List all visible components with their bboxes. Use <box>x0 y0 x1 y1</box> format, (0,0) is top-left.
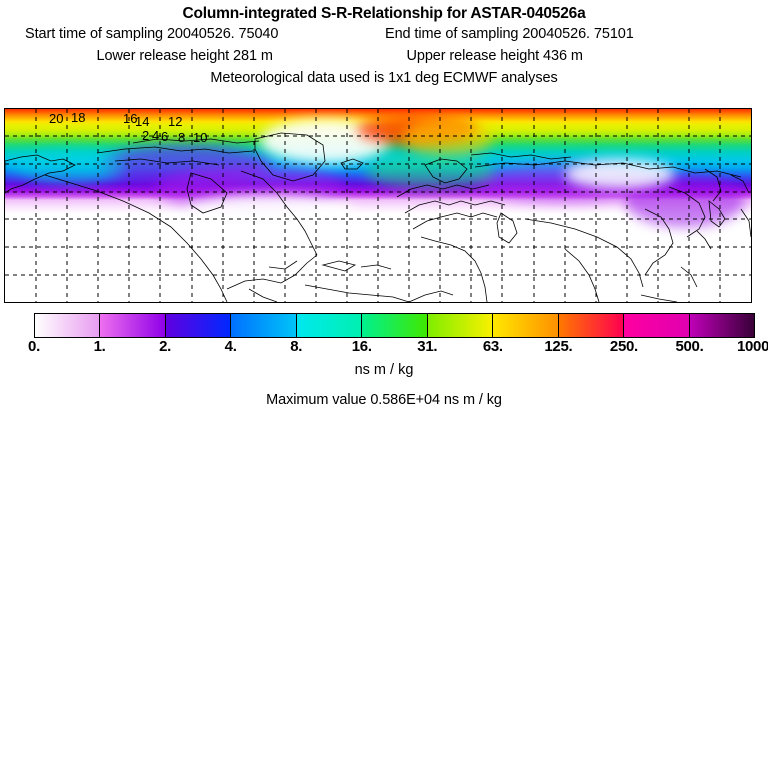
page-title: Column-integrated S-R-Relationship for A… <box>182 5 586 22</box>
colorbar-tick-label: 0. <box>28 338 40 355</box>
colorbar-tick-label: 250. <box>609 338 638 355</box>
start-time-label: Start time of sampling 20040526. 75040 <box>25 26 279 42</box>
release-height-row: Lower release height 281 m Upper release … <box>0 45 768 67</box>
colorbar-segment <box>231 314 297 337</box>
colorbar-unit-label: ns m / kg <box>354 362 414 378</box>
colorbar-tick-label: 16. <box>351 338 372 355</box>
colorbar-tick-label: 8. <box>290 338 303 355</box>
colorbar-segment <box>165 314 232 337</box>
met-data-label: Meteorological data used is 1x1 deg ECMW… <box>210 70 558 86</box>
colorbar <box>34 313 755 338</box>
colorbar-tick-label: 1. <box>93 338 106 355</box>
colorbar-segment <box>362 314 428 337</box>
colorbar-segment <box>624 314 690 337</box>
colorbar-segment <box>493 314 559 337</box>
colorbar-tick-label: 1000. <box>736 338 768 355</box>
trajectory-hour-label: 18 <box>71 110 86 125</box>
trajectory-hour-label: 12 <box>168 114 183 129</box>
trajectory-hour-label: 10 <box>193 130 208 145</box>
trajectory-hour-label: 2 <box>142 128 150 143</box>
trajectory-hour-label: 4 <box>152 128 160 143</box>
figure-header: Column-integrated S-R-Relationship for A… <box>0 0 768 89</box>
graticule-grid <box>5 109 751 302</box>
colorbar-segments <box>34 313 755 338</box>
colorbar-segment <box>558 314 625 337</box>
trajectory-hour-label: 16 <box>123 111 138 126</box>
colorbar-tick-label: 500. <box>675 338 704 355</box>
colorbar-segment <box>100 314 166 337</box>
upper-release-height-label: Upper release height 436 m <box>406 48 583 64</box>
lower-release-height-label: Lower release height 281 m <box>96 48 273 64</box>
colorbar-segment <box>296 314 363 337</box>
map-plot-panel: 20 18 16 14 12 10 8 6 4 2 <box>4 108 752 303</box>
plume-blob-scandinavia <box>403 119 493 157</box>
end-time-label: End time of sampling 20040526. 75101 <box>385 26 634 42</box>
trajectory-hour-label: 8 <box>178 130 186 145</box>
colorbar-tick-label: 63. <box>482 338 503 355</box>
plume-blob-alaska-cyan <box>15 149 125 183</box>
trajectory-hour-label: 6 <box>161 129 169 144</box>
trajectory-hour-label: 20 <box>49 111 64 126</box>
maximum-value-label: Maximum value 0.586E+04 ns m / kg <box>266 392 502 408</box>
colorbar-tick-label: 125. <box>544 338 573 355</box>
colorbar-tick-label: 4. <box>224 338 237 355</box>
plume-blob-canada-clear <box>185 195 355 229</box>
colorbar-tick-label: 31. <box>417 338 438 355</box>
colorbar-segment <box>427 314 494 337</box>
trajectory-hour-label: 14 <box>135 114 150 129</box>
colorbar-tick-labels: 0. 1. 2. 4. 8. 16. 31. 63. 125. 250. 500. 1000. <box>0 338 768 358</box>
sampling-time-row: Start time of sampling 20040526. 75040 En… <box>0 23 768 45</box>
colorbar-segment <box>35 314 101 337</box>
colorbar-segment <box>689 314 754 337</box>
colorbar-tick-label: 2. <box>159 338 172 355</box>
